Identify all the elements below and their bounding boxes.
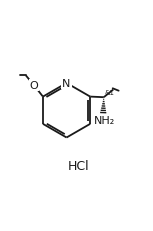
Text: NH₂: NH₂	[94, 116, 115, 125]
Text: HCl: HCl	[68, 159, 89, 172]
Text: O: O	[30, 81, 38, 91]
Text: &1: &1	[104, 90, 114, 96]
Text: N: N	[62, 79, 71, 88]
